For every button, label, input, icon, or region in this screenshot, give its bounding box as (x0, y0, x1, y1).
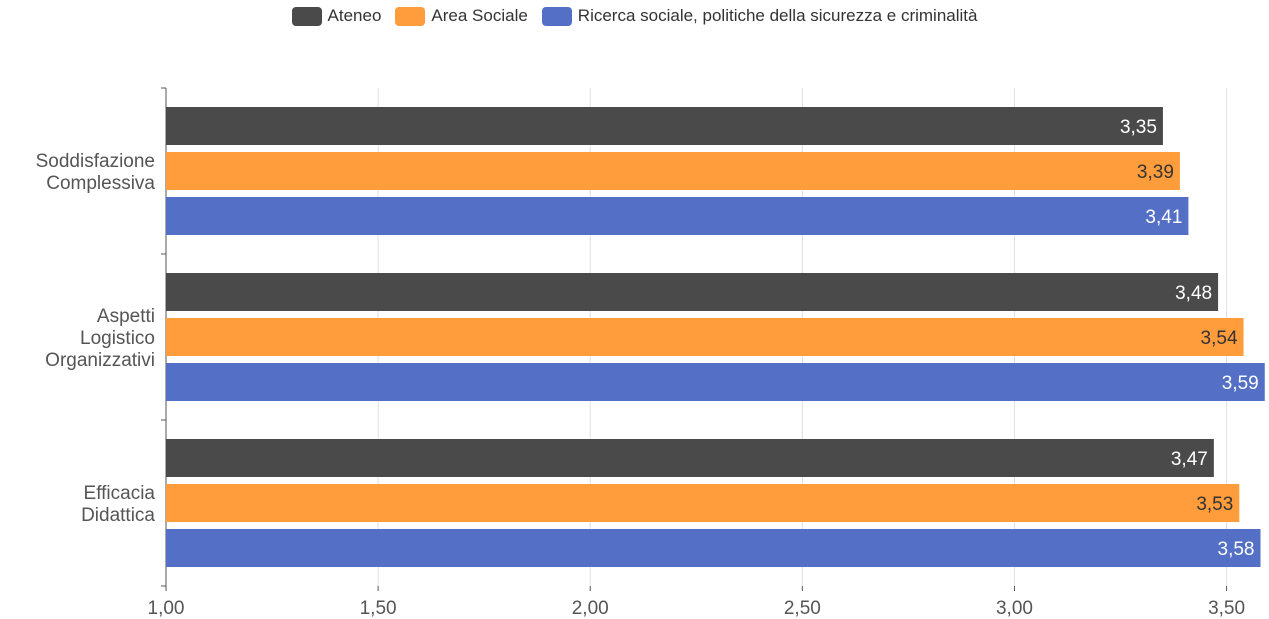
x-tick-label-0: 1,00 (148, 598, 185, 619)
x-tick-label-2: 2,00 (572, 598, 609, 619)
bar-value-label-2-0: 3,47 (1171, 449, 1208, 470)
bar-0-1 (166, 152, 1180, 190)
bar-value-label-1-0: 3,48 (1175, 283, 1212, 304)
x-tick-label-5: 3,50 (1208, 598, 1245, 619)
bar-1-1 (166, 318, 1244, 356)
legend-item-ateneo[interactable]: Ateneo (291, 6, 382, 26)
category-label-0-1: Complessiva (46, 173, 155, 194)
category-label-2-0: Efficacia (84, 483, 156, 504)
legend-item-ricerca-sociale[interactable]: Ricerca sociale, politiche della sicurez… (541, 6, 978, 26)
bar-2-0 (166, 439, 1214, 477)
bar-value-label-0-1: 3,39 (1137, 162, 1174, 183)
bar-value-label-2-2: 3,58 (1218, 539, 1255, 560)
legend-label-area-sociale: Area Sociale (431, 6, 528, 25)
legend-item-area-sociale[interactable]: Area Sociale (395, 6, 528, 26)
category-label-1-1: Logistico (80, 328, 155, 349)
category-label-1-0: Aspetti (97, 306, 155, 327)
bar-0-0 (166, 107, 1163, 145)
category-label-1-2: Organizzativi (45, 350, 155, 371)
legend-swatch-ricerca-sociale (541, 6, 572, 26)
legend-label-ateneo: Ateneo (327, 6, 382, 25)
x-tick-label-1: 1,50 (360, 598, 397, 619)
bar-value-label-0-0: 3,35 (1120, 117, 1157, 138)
bar-2-2 (166, 529, 1261, 567)
legend-swatch-ateneo (291, 6, 322, 26)
bar-2-1 (166, 484, 1240, 522)
legend: Ateneo Area Sociale Ricerca sociale, pol… (0, 6, 1269, 26)
bar-value-label-1-1: 3,54 (1201, 328, 1238, 349)
bar-value-label-2-1: 3,53 (1196, 494, 1233, 515)
bar-1-0 (166, 273, 1219, 311)
category-label-2-1: Didattica (81, 505, 155, 526)
bar-0-2 (166, 197, 1189, 235)
bar-value-label-1-2: 3,59 (1222, 373, 1259, 394)
category-label-0-0: Soddisfazione (36, 151, 155, 172)
x-tick-label-3: 2,50 (784, 598, 821, 619)
legend-swatch-area-sociale (395, 6, 426, 26)
x-tick-label-4: 3,00 (996, 598, 1033, 619)
bar-1-2 (166, 363, 1265, 401)
bar-value-label-0-2: 3,41 (1145, 207, 1182, 228)
legend-label-ricerca-sociale: Ricerca sociale, politiche della sicurez… (577, 6, 978, 25)
